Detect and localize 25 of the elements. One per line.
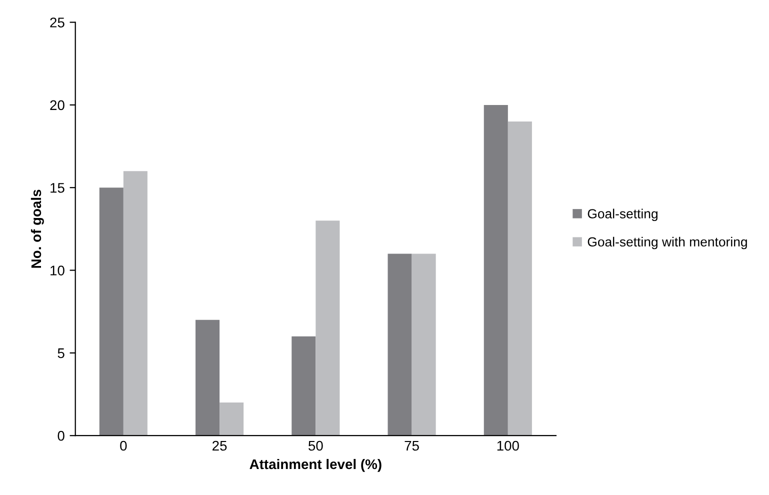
x-tick-label: 50	[308, 440, 323, 451]
bar	[220, 402, 244, 436]
bar	[123, 171, 148, 436]
x-tick-label: 0	[120, 440, 127, 451]
legend-label: Goal-setting with mentoring	[588, 236, 747, 250]
y-tick-label: 15	[50, 183, 64, 193]
legend-label: Goal-setting	[588, 208, 658, 222]
x-axis-title: Attainment level (%)	[250, 458, 382, 472]
bar	[412, 254, 436, 436]
x-tick-label: 100	[497, 440, 519, 451]
bar	[196, 320, 220, 436]
y-tick-label: 0	[58, 430, 64, 441]
y-tick-label: 20	[50, 100, 64, 110]
bar	[508, 121, 532, 436]
bar	[316, 220, 340, 436]
bar	[99, 188, 124, 436]
bar	[388, 254, 412, 436]
x-tick-label: 75	[404, 440, 419, 451]
y-tick-label: 5	[58, 348, 64, 358]
bar	[484, 104, 508, 436]
y-axis-title: No. of goals	[30, 190, 44, 268]
x-tick-label: 25	[212, 440, 227, 451]
bar	[292, 336, 316, 436]
y-tick-label: 10	[50, 266, 64, 276]
y-tick-label: 25	[50, 18, 64, 28]
